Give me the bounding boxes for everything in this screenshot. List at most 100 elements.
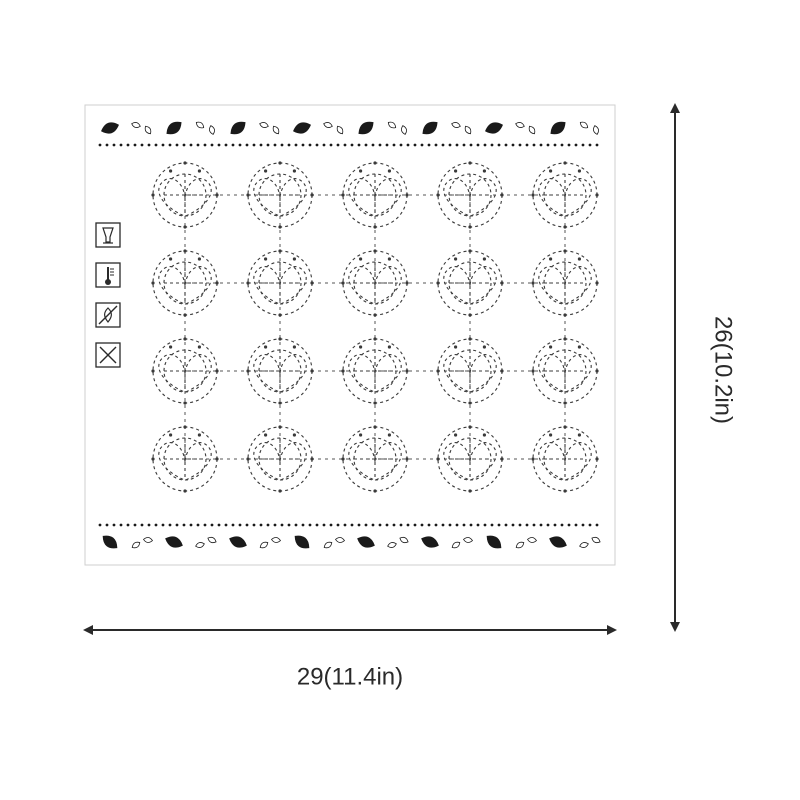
border-dot xyxy=(561,524,564,527)
border-dot xyxy=(568,144,571,147)
border-dot xyxy=(365,144,368,147)
border-dot xyxy=(323,144,326,147)
border-dot xyxy=(225,144,228,147)
border-dot xyxy=(547,144,550,147)
border-dot xyxy=(428,524,431,527)
border-dot xyxy=(106,524,109,527)
border-dot xyxy=(351,524,354,527)
border-dot xyxy=(197,144,200,147)
border-dot xyxy=(190,524,193,527)
width-label: 29(11.4in) xyxy=(297,663,403,690)
border-dot xyxy=(113,144,116,147)
border-dot xyxy=(169,144,172,147)
border-dot xyxy=(197,524,200,527)
border-dot xyxy=(379,144,382,147)
thermometer-icon xyxy=(96,263,120,287)
baking-mat-outline xyxy=(85,105,615,565)
border-dot xyxy=(540,144,543,147)
border-dot xyxy=(449,524,452,527)
border-dot xyxy=(519,524,522,527)
border-dot xyxy=(120,524,123,527)
border-dot xyxy=(372,144,375,147)
border-dot xyxy=(421,524,424,527)
border-dot xyxy=(330,524,333,527)
border-dot xyxy=(288,524,291,527)
border-dot xyxy=(358,524,361,527)
border-dot xyxy=(302,524,305,527)
border-dot xyxy=(526,524,529,527)
border-dot xyxy=(351,144,354,147)
border-dot xyxy=(442,144,445,147)
border-dot xyxy=(393,524,396,527)
border-dot xyxy=(267,524,270,527)
border-dot xyxy=(449,144,452,147)
border-dot xyxy=(281,144,284,147)
border-dot xyxy=(141,524,144,527)
border-dot xyxy=(155,524,158,527)
border-dot xyxy=(435,144,438,147)
border-dot xyxy=(253,144,256,147)
border-dot xyxy=(127,524,130,527)
border-dot xyxy=(281,524,284,527)
border-dot xyxy=(323,524,326,527)
border-dot xyxy=(547,524,550,527)
glass-icon xyxy=(96,223,120,247)
border-dot xyxy=(554,524,557,527)
border-dot xyxy=(148,144,151,147)
border-dot xyxy=(106,144,109,147)
border-dot xyxy=(99,524,102,527)
border-dot xyxy=(232,524,235,527)
border-dot xyxy=(498,524,501,527)
border-dot xyxy=(288,144,291,147)
border-dot xyxy=(477,144,480,147)
border-dot xyxy=(295,524,298,527)
border-dot xyxy=(491,524,494,527)
border-dot xyxy=(505,144,508,147)
border-dot xyxy=(246,524,249,527)
border-dot xyxy=(372,524,375,527)
border-dot xyxy=(260,524,263,527)
border-dot xyxy=(176,524,179,527)
border-dot xyxy=(330,144,333,147)
border-dot xyxy=(134,144,137,147)
border-dot xyxy=(393,144,396,147)
border-dot xyxy=(232,144,235,147)
border-dot xyxy=(386,144,389,147)
border-dot xyxy=(575,144,578,147)
border-dot xyxy=(400,524,403,527)
border-dot xyxy=(113,524,116,527)
product-dimension-diagram: 29(11.4in) 26(10.2in) xyxy=(0,0,800,800)
border-dot xyxy=(414,524,417,527)
border-dot xyxy=(456,524,459,527)
border-dot xyxy=(218,144,221,147)
border-dot xyxy=(295,144,298,147)
border-dot xyxy=(435,524,438,527)
border-dot xyxy=(316,524,319,527)
border-dot xyxy=(148,524,151,527)
border-dot xyxy=(505,524,508,527)
border-dot xyxy=(456,144,459,147)
border-dot xyxy=(484,524,487,527)
border-dot xyxy=(127,144,130,147)
border-dot xyxy=(568,524,571,527)
border-dot xyxy=(141,144,144,147)
border-dot xyxy=(246,144,249,147)
height-label: 26(10.2in) xyxy=(710,316,737,424)
border-dot xyxy=(407,524,410,527)
border-dot xyxy=(344,524,347,527)
border-dot xyxy=(589,524,592,527)
border-dot xyxy=(190,144,193,147)
border-dot xyxy=(183,144,186,147)
border-dot xyxy=(596,144,599,147)
border-dot xyxy=(421,144,424,147)
border-dot xyxy=(211,524,214,527)
border-dot xyxy=(183,524,186,527)
border-dot xyxy=(470,524,473,527)
border-dot xyxy=(211,144,214,147)
border-dot xyxy=(260,144,263,147)
border-dot xyxy=(169,524,172,527)
border-dot xyxy=(120,144,123,147)
border-dot xyxy=(162,144,165,147)
border-dot xyxy=(204,144,207,147)
border-dot xyxy=(253,524,256,527)
